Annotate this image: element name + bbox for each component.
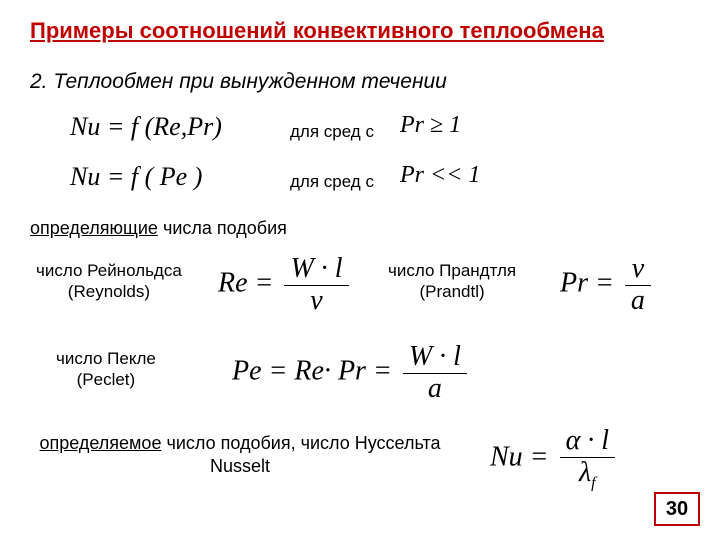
re-den: ν xyxy=(284,286,348,317)
pe-lhs: Pe = Re· Pr = xyxy=(232,356,392,387)
prandtl-label: число Прандтля (Prandtl) xyxy=(388,260,516,303)
pr-num: ν xyxy=(625,254,651,286)
pe-frac: W · l a xyxy=(403,342,467,405)
resulting-prefix: определяемое xyxy=(40,433,162,453)
eq-nu-pe: Nu = f ( Pe ) xyxy=(70,162,202,191)
re-frac: W · l ν xyxy=(284,254,348,317)
prandtl-line2: (Prandtl) xyxy=(419,282,484,301)
nu-num: α · l xyxy=(560,426,615,458)
reynolds-line1: число Рейнольдса xyxy=(36,261,182,280)
nu2-cond: Pr << 1 xyxy=(400,162,480,189)
slide-subtitle: 2. Теплообмен при вынужденном течении xyxy=(30,70,447,94)
eq-nusselt: Nu = α · l λf xyxy=(490,426,619,492)
pe-num: W · l xyxy=(403,342,467,374)
nu-frac: α · l λf xyxy=(560,426,615,492)
resulting-line2: Nusselt xyxy=(210,456,270,476)
page-number: 30 xyxy=(654,492,700,526)
eq-prandtl: Pr = ν a xyxy=(560,254,655,317)
determining-prefix: определяющие xyxy=(30,218,158,238)
nu-den: λf xyxy=(560,458,615,492)
eq-nu-pe-row: Nu = f ( Pe ) xyxy=(70,162,202,192)
pr-frac: ν a xyxy=(625,254,651,317)
resulting-label: определяемое число подобия, число Нуссел… xyxy=(30,432,450,477)
pr-den: a xyxy=(625,286,651,317)
determining-rest: числа подобия xyxy=(158,218,287,238)
eq-nu-repr: Nu = f (Re,Pr) xyxy=(70,112,222,141)
peclet-line1: число Пекле xyxy=(56,349,156,368)
slide-title: Примеры соотношений конвективного теплоо… xyxy=(30,18,604,44)
resulting-rest: число подобия, число Нуссельта xyxy=(161,433,440,453)
pe-den: a xyxy=(403,374,467,405)
re-lhs: Re = xyxy=(218,268,273,299)
peclet-line2: (Peclet) xyxy=(77,370,136,389)
peclet-label: число Пекле (Peclet) xyxy=(56,348,156,391)
re-num: W · l xyxy=(284,254,348,286)
eq-peclet: Pe = Re· Pr = W · l a xyxy=(232,342,471,405)
nu1-cond: Pr ≥ 1 xyxy=(400,112,461,139)
nu1-text: для сред с xyxy=(290,122,374,142)
reynolds-line2: (Reynolds) xyxy=(68,282,150,301)
reynolds-label: число Рейнольдса (Reynolds) xyxy=(36,260,182,303)
pr-lhs: Pr = xyxy=(560,268,614,299)
prandtl-line1: число Прандтля xyxy=(388,261,516,280)
eq-nu-repr-row: Nu = f (Re,Pr) xyxy=(70,112,222,142)
nu2-text: для сред с xyxy=(290,172,374,192)
eq-reynolds: Re = W · l ν xyxy=(218,254,353,317)
slide: Примеры соотношений конвективного теплоо… xyxy=(0,0,720,540)
determining-label: определяющие числа подобия xyxy=(30,218,287,239)
nu-lhs: Nu = xyxy=(490,441,549,472)
